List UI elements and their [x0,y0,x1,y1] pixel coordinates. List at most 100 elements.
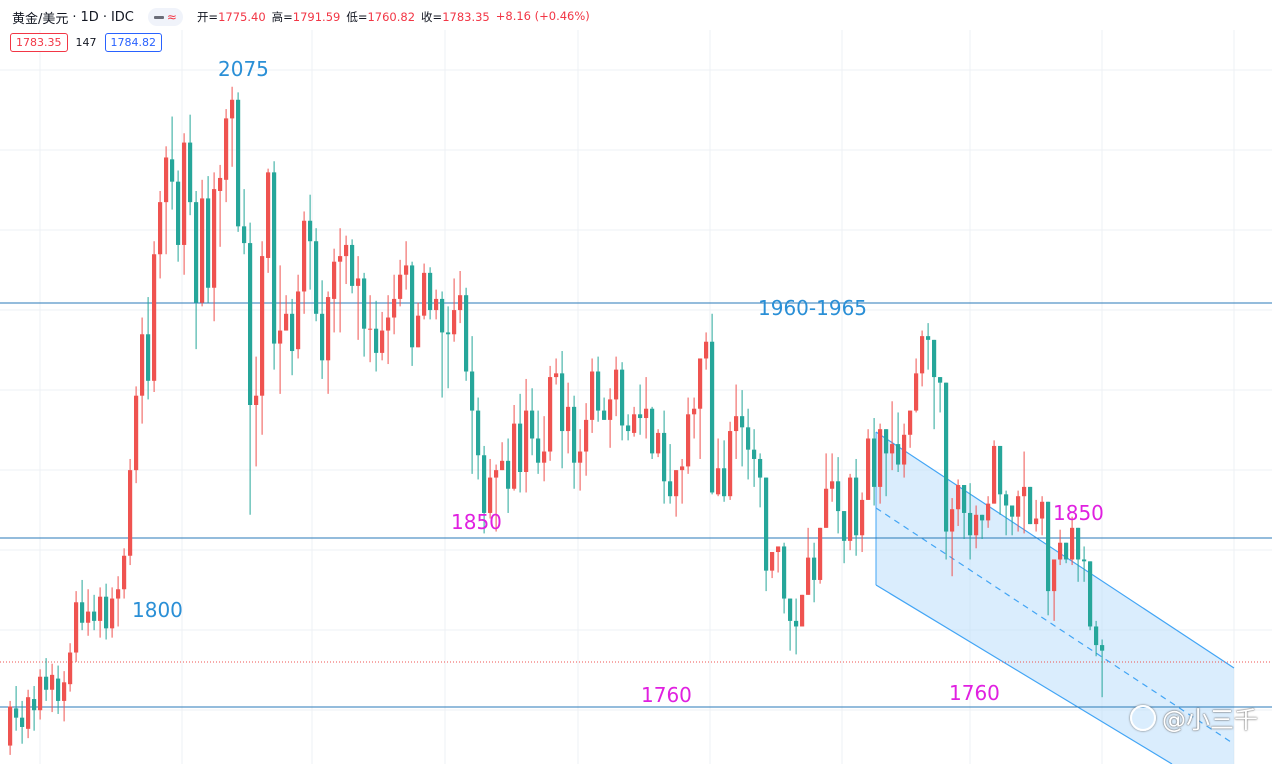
candle[interactable] [572,395,577,489]
candle[interactable] [164,146,169,255]
candle[interactable] [152,241,157,392]
candle[interactable] [98,587,103,638]
candle[interactable] [122,548,127,599]
candle[interactable] [140,317,145,424]
candle[interactable] [638,384,643,435]
candle[interactable] [728,421,733,500]
candle[interactable] [326,291,331,394]
candle[interactable] [176,170,181,262]
candle[interactable] [578,429,583,491]
candle[interactable] [596,356,601,422]
candle[interactable] [200,179,205,307]
symbol-name[interactable]: 黄金/美元 [12,11,69,27]
candle[interactable] [1028,486,1033,525]
candle[interactable] [752,429,757,487]
candle[interactable] [824,453,829,528]
candle[interactable] [980,514,985,539]
candle[interactable] [530,388,535,456]
candle[interactable] [680,458,685,504]
candle[interactable] [722,440,727,502]
candle[interactable] [668,444,673,504]
candle[interactable] [920,330,925,387]
candle[interactable] [686,397,691,474]
candle[interactable] [332,248,337,333]
candle[interactable] [782,542,787,614]
candle[interactable] [1046,501,1051,616]
candle[interactable] [554,358,559,385]
candle[interactable] [650,406,655,459]
candle[interactable] [860,492,865,553]
candle[interactable] [800,594,805,627]
candle[interactable] [236,92,241,232]
candle[interactable] [788,598,793,651]
candle[interactable] [746,408,751,480]
candle[interactable] [80,579,85,631]
candle[interactable] [392,274,397,335]
candle[interactable] [38,669,43,720]
candle[interactable] [1040,496,1045,536]
candle[interactable] [1022,451,1027,534]
candle[interactable] [620,362,625,441]
candle[interactable] [254,356,259,467]
candle[interactable] [806,527,811,595]
candle[interactable] [710,313,715,495]
candle[interactable] [44,658,49,701]
candle[interactable] [608,388,613,448]
candle[interactable] [644,377,649,439]
candle[interactable] [386,295,391,365]
candle[interactable] [716,438,721,497]
candle[interactable] [62,671,67,722]
candle[interactable] [50,663,55,713]
candle[interactable] [656,429,661,458]
candle[interactable] [812,542,817,603]
candle[interactable] [188,114,193,216]
candle[interactable] [446,306,451,389]
candle[interactable] [218,164,223,247]
candle[interactable] [212,172,217,322]
candle[interactable] [374,300,379,372]
candle[interactable] [404,241,409,290]
interval-label[interactable]: 1D [80,9,99,25]
candle[interactable] [86,589,91,636]
candle[interactable] [866,429,871,500]
candle[interactable] [422,263,427,320]
candle[interactable] [440,291,445,398]
candle[interactable] [734,384,739,459]
candle[interactable] [470,336,475,474]
candle[interactable] [230,86,235,167]
candle[interactable] [974,505,979,549]
candle[interactable] [1088,561,1093,631]
candle[interactable] [512,405,517,491]
candle[interactable] [1076,527,1081,582]
candle[interactable] [1100,639,1105,698]
candle[interactable] [674,470,679,517]
candle[interactable] [482,445,487,534]
candle[interactable] [548,365,553,461]
candle[interactable] [1058,529,1063,566]
candle[interactable] [626,414,631,441]
candle[interactable] [452,278,457,342]
candle[interactable] [68,643,73,692]
candle[interactable] [590,358,595,433]
candle[interactable] [110,587,115,638]
candle[interactable] [380,311,385,361]
candle[interactable] [992,440,997,504]
candle[interactable] [584,403,589,476]
ask-price-box[interactable]: 1784.82 [104,33,162,52]
candle[interactable] [632,406,637,437]
candle[interactable] [368,295,373,363]
candle[interactable] [266,168,271,273]
candle[interactable] [932,339,937,430]
candle[interactable] [830,453,835,502]
candle[interactable] [248,222,253,515]
candle[interactable] [884,429,889,497]
candle[interactable] [92,594,97,631]
candle[interactable] [500,442,505,471]
candle[interactable] [182,133,187,275]
candle[interactable] [272,161,277,370]
candle[interactable] [206,176,211,303]
candle[interactable] [314,228,319,322]
candle[interactable] [518,393,523,493]
candle[interactable] [1016,490,1021,532]
candle[interactable] [776,546,781,573]
